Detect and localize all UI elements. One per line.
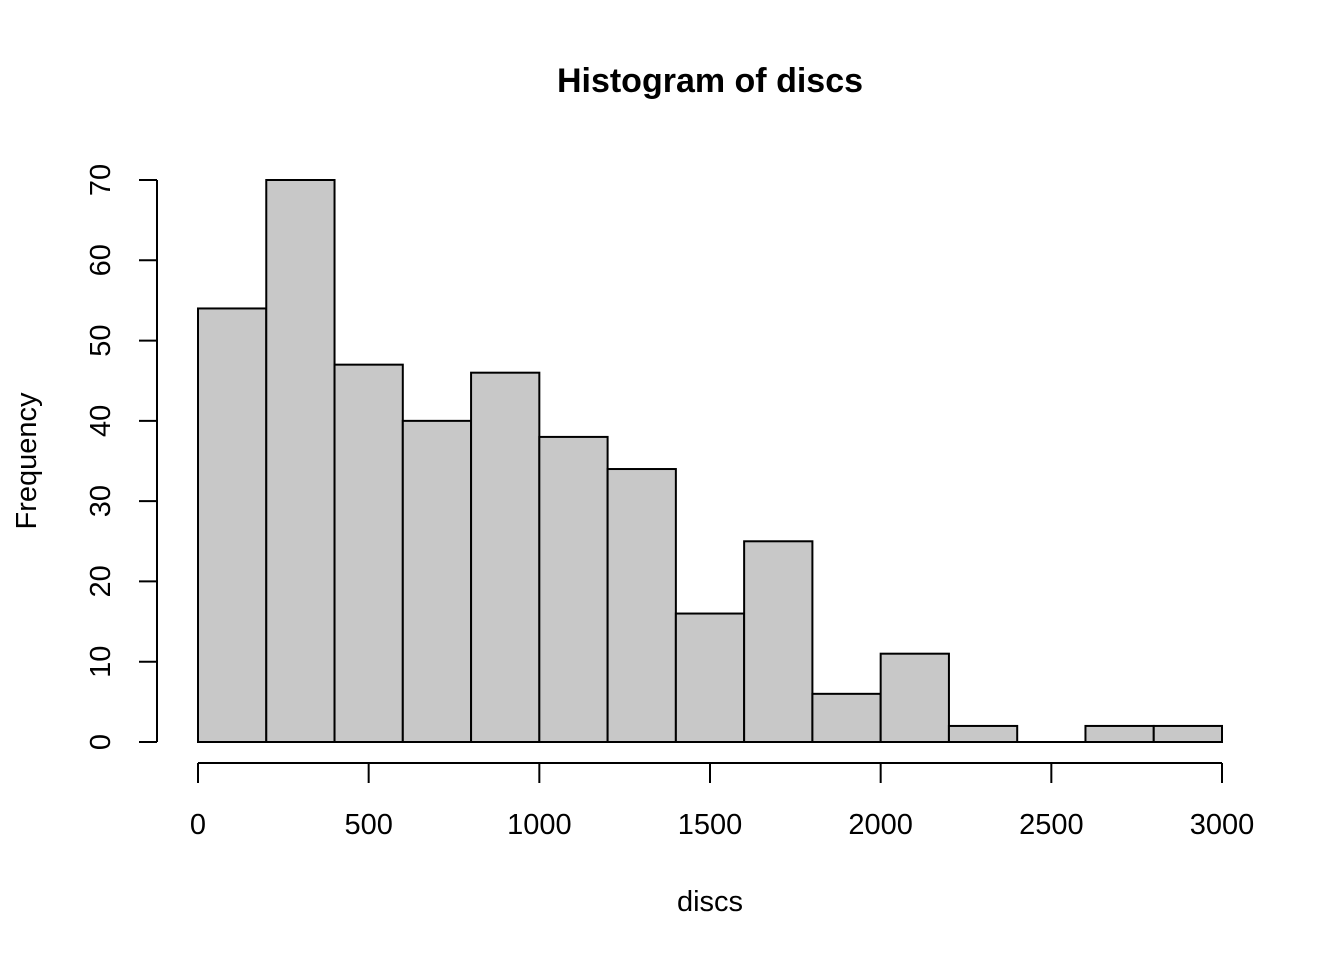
histogram-bar: [1084, 724, 1155, 744]
x-tick-label: 2500: [1019, 809, 1084, 841]
histogram-bar: [674, 612, 746, 743]
x-tick-label: 1500: [678, 809, 743, 841]
chart-title: Histogram of discs: [557, 62, 863, 100]
y-tick-label: 20: [85, 565, 117, 597]
histogram-bar: [470, 371, 541, 743]
y-tick-label: 60: [85, 244, 117, 276]
x-axis: 0 500 1000 1500 2000 2500 3000: [190, 762, 1255, 841]
histogram-bar: [333, 363, 404, 743]
histogram-bar: [811, 692, 882, 743]
bars: [197, 179, 1223, 744]
x-tick-label: 3000: [1190, 809, 1255, 841]
x-tick-label: 500: [344, 809, 392, 841]
histogram-bar: [743, 540, 814, 743]
x-tick-label: 1000: [507, 809, 572, 841]
histogram-bar: [947, 724, 1019, 744]
y-axis-label: Frequency: [11, 392, 43, 530]
y-tick-label: 70: [85, 164, 117, 196]
y-tick-label: 40: [85, 405, 117, 437]
histogram-bar: [1152, 724, 1223, 744]
histogram-bar: [606, 468, 677, 743]
histogram-bar: [197, 307, 268, 743]
y-tick-label: 0: [85, 734, 117, 750]
x-tick-label: 2000: [848, 809, 913, 841]
y-tick-label: 50: [85, 324, 117, 356]
histogram-bar: [401, 419, 473, 743]
x-tick-label: 0: [190, 809, 206, 841]
y-axis: 0 10 20 30 40 50 60 70: [85, 164, 158, 750]
y-tick-label: 10: [85, 646, 117, 678]
histogram-bar: [879, 652, 950, 744]
histogram-bar: [265, 179, 336, 743]
x-axis-label: discs: [677, 886, 743, 918]
histogram-bar: [538, 435, 609, 743]
y-tick-label: 30: [85, 485, 117, 517]
